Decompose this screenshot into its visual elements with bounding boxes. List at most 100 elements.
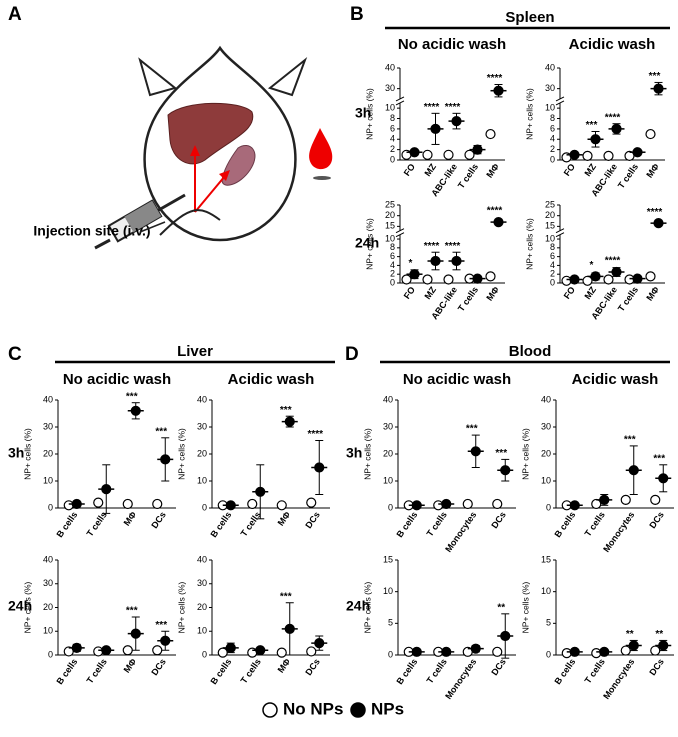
y-tick-label: 30 bbox=[43, 578, 53, 588]
dot bbox=[603, 274, 614, 285]
y-axis-label: NP+ cells (%) bbox=[524, 218, 534, 270]
y-tick-label: 0 bbox=[48, 649, 53, 659]
dot bbox=[472, 273, 483, 284]
x-tick-label: FO bbox=[402, 285, 417, 301]
axis-break bbox=[395, 232, 405, 238]
x-tick-label: MΦ bbox=[644, 161, 661, 179]
dot bbox=[443, 149, 454, 160]
x-tick-label: T cells bbox=[583, 657, 607, 686]
y-tick-label: 30 bbox=[197, 578, 207, 588]
dot bbox=[620, 645, 631, 656]
y-tick-label: 2 bbox=[550, 269, 555, 279]
dot bbox=[430, 123, 441, 134]
column-title: No acidic wash bbox=[403, 371, 511, 388]
dot bbox=[500, 465, 511, 476]
y-tick-label: 15 bbox=[541, 554, 551, 564]
dot bbox=[658, 640, 669, 651]
significance: ** bbox=[497, 602, 505, 613]
column-title: No acidic wash bbox=[398, 36, 506, 53]
y-tick-label: 40 bbox=[197, 554, 207, 564]
y-tick-label: 8 bbox=[550, 113, 555, 123]
y-axis-label: NP+ cells (%) bbox=[520, 581, 530, 633]
dot bbox=[130, 405, 141, 416]
y-tick-label: 20 bbox=[197, 448, 207, 458]
dot bbox=[441, 646, 452, 657]
dot bbox=[247, 498, 258, 510]
dot bbox=[628, 465, 639, 476]
dot bbox=[569, 274, 580, 285]
y-tick-label: 15 bbox=[383, 554, 393, 564]
dot bbox=[314, 462, 325, 473]
y-tick-label: 0 bbox=[390, 277, 395, 287]
x-tick-label: T cells bbox=[425, 510, 449, 539]
significance: *** bbox=[280, 405, 292, 416]
y-tick-label: 40 bbox=[43, 394, 53, 404]
significance: **** bbox=[605, 112, 621, 123]
dot bbox=[611, 123, 622, 134]
y-tick-label: 0 bbox=[546, 502, 551, 512]
x-tick-label: DCs bbox=[303, 510, 322, 530]
x-tick-label: B cells bbox=[54, 657, 79, 687]
x-tick-label: B cells bbox=[54, 510, 79, 540]
dot bbox=[122, 645, 133, 656]
row-title: 24h bbox=[346, 598, 370, 614]
dot bbox=[582, 150, 593, 161]
dot bbox=[500, 630, 511, 642]
axis-break bbox=[395, 228, 405, 234]
y-tick-label: 40 bbox=[43, 554, 53, 564]
y-tick-label: 4 bbox=[390, 260, 395, 270]
dot bbox=[599, 646, 610, 657]
dot bbox=[71, 498, 82, 510]
dot bbox=[569, 500, 580, 511]
significance: *** bbox=[624, 435, 636, 446]
y-tick-label: 4 bbox=[550, 260, 555, 270]
x-tick-label: B cells bbox=[208, 657, 233, 687]
x-tick-label: T cells bbox=[85, 657, 109, 686]
dot bbox=[658, 473, 669, 484]
x-tick-label: MZ bbox=[582, 161, 598, 178]
y-axis-label: NP+ cells (%) bbox=[524, 88, 534, 140]
x-tick-label: T cells bbox=[425, 657, 449, 686]
x-tick-label: B cells bbox=[394, 510, 419, 540]
x-tick-label: MΦ bbox=[484, 161, 501, 179]
dot bbox=[93, 497, 104, 508]
column-title: Acidic wash bbox=[228, 371, 315, 388]
dot bbox=[485, 271, 496, 282]
y-tick-label: 30 bbox=[43, 421, 53, 431]
y-tick-label: 20 bbox=[43, 602, 53, 612]
significance: *** bbox=[466, 424, 478, 435]
y-tick-label: 6 bbox=[390, 123, 395, 133]
y-tick-label: 25 bbox=[385, 199, 395, 209]
y-tick-label: 4 bbox=[550, 134, 555, 144]
y-tick-label: 10 bbox=[385, 233, 395, 243]
dot bbox=[620, 494, 631, 505]
dot bbox=[472, 144, 483, 155]
dot bbox=[255, 486, 266, 497]
significance: *** bbox=[126, 391, 138, 402]
y-tick-label: 30 bbox=[541, 421, 551, 431]
y-tick-label: 10 bbox=[385, 103, 395, 113]
x-tick-label: B cells bbox=[394, 657, 419, 687]
dot bbox=[441, 498, 452, 510]
y-tick-label: 30 bbox=[545, 83, 555, 93]
y-tick-label: 15 bbox=[385, 221, 395, 231]
y-tick-label: 10 bbox=[197, 626, 207, 636]
y-tick-label: 8 bbox=[390, 113, 395, 123]
x-tick-label: T cells bbox=[616, 285, 640, 314]
y-tick-label: 40 bbox=[541, 394, 551, 404]
x-tick-label: MΦ bbox=[276, 509, 293, 527]
x-tick-label: B cells bbox=[552, 657, 577, 687]
dot bbox=[590, 134, 601, 145]
significance: **** bbox=[445, 102, 461, 113]
illustration bbox=[94, 45, 333, 250]
dot bbox=[470, 446, 481, 457]
legend-marker bbox=[350, 702, 366, 718]
panel-label: A bbox=[8, 4, 22, 25]
x-tick-label: MΦ bbox=[644, 284, 661, 302]
y-axis-label: NP+ cells (%) bbox=[364, 88, 374, 140]
y-tick-label: 0 bbox=[48, 502, 53, 512]
significance: **** bbox=[605, 256, 621, 267]
y-axis-label: NP+ cells (%) bbox=[520, 428, 530, 480]
y-tick-label: 20 bbox=[385, 210, 395, 220]
